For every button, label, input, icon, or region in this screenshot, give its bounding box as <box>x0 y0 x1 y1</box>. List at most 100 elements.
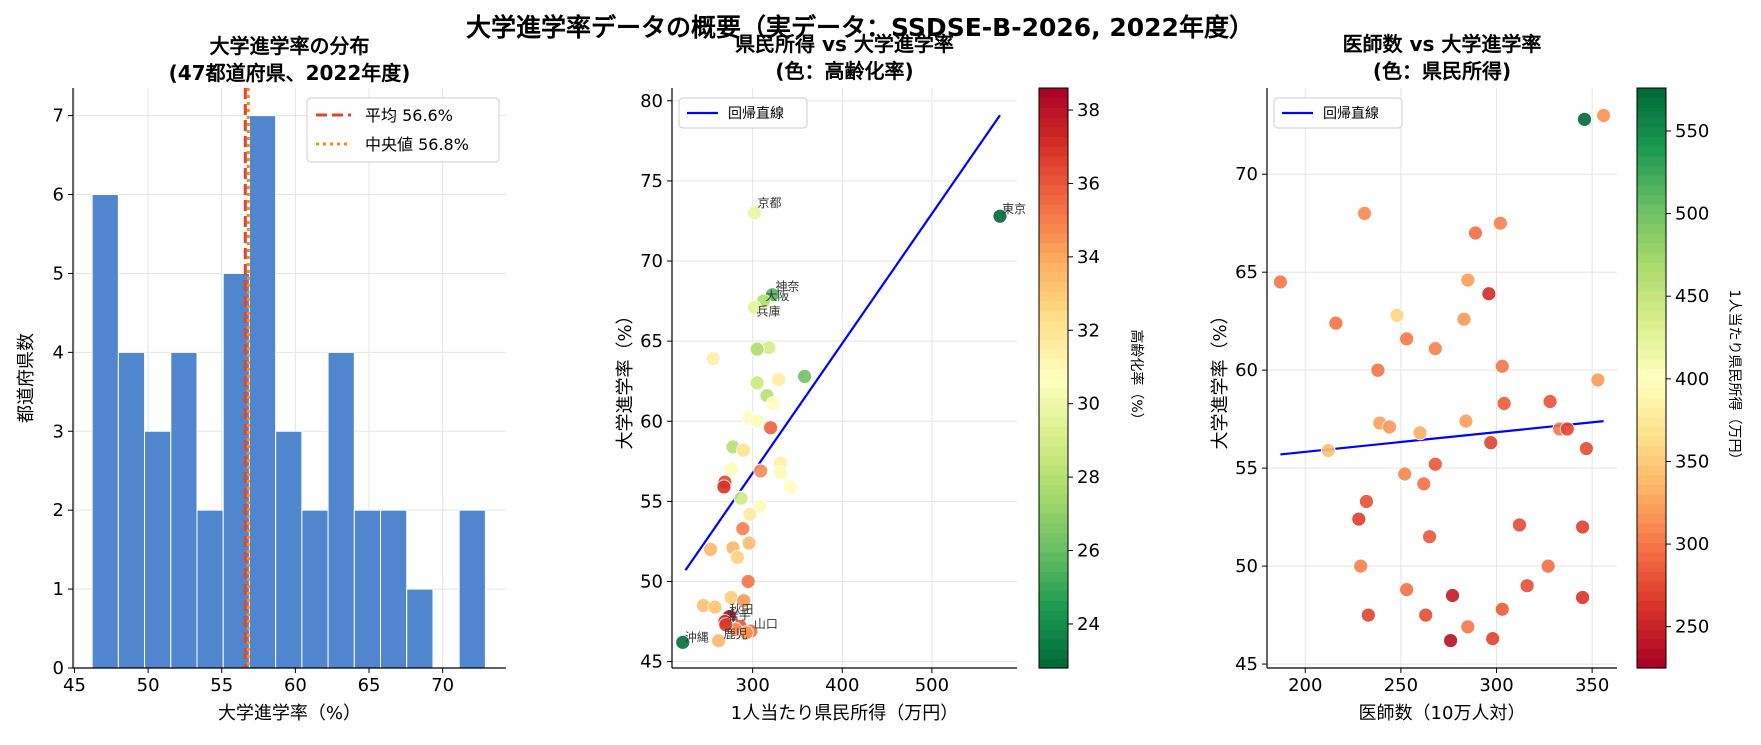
y-tick-label: 50 <box>1235 556 1258 577</box>
colorbar-segment <box>1637 571 1666 582</box>
scatter-point <box>1460 272 1476 288</box>
scatter-point <box>1443 633 1459 648</box>
y-tick-label: 45 <box>640 652 663 673</box>
scatter-point <box>763 420 778 436</box>
colorbar-segment <box>1039 368 1068 379</box>
histogram-bar <box>327 351 355 669</box>
colorbar-segment <box>1039 117 1068 128</box>
colorbar-segment <box>1637 136 1666 147</box>
colorbar-segment <box>1637 629 1666 640</box>
scatter-point <box>1427 341 1443 357</box>
scatter-point <box>1578 441 1594 456</box>
colorbar: 250 300 350 400 450 500 550 1人当たり県民所得（万円） <box>1636 87 1743 669</box>
figure-suptitle: 大学進学率データの概要（実データ：SSDSE-B-2026, 2022年度） <box>466 13 1254 42</box>
histogram-bar <box>301 509 329 669</box>
panel-title-line: 医師数 vs 大学進学率 <box>1343 32 1542 56</box>
colorbar-segment <box>1039 320 1068 331</box>
histogram-bar <box>196 509 224 669</box>
colorbar-segment <box>1637 339 1666 350</box>
colorbar-tick-label: 500 <box>1675 204 1709 225</box>
colorbar-segment <box>1039 532 1068 543</box>
colorbar-tick-label: 450 <box>1675 286 1709 307</box>
scatter-point <box>736 442 752 458</box>
y-tick-label: 80 <box>640 91 663 112</box>
histogram-bar <box>144 430 172 669</box>
colorbar-segment <box>1637 407 1666 418</box>
colorbar-segment <box>1039 329 1068 340</box>
scatter-point <box>1575 590 1590 605</box>
colorbar-segment <box>1039 184 1068 195</box>
colorbar-segment <box>1637 271 1666 282</box>
scatter-point <box>738 625 754 641</box>
colorbar-segment <box>1039 619 1068 630</box>
legend-frame <box>678 97 808 129</box>
scatter-point <box>1399 582 1415 598</box>
colorbar-tick-label: 400 <box>1675 369 1709 390</box>
colorbar-segment <box>1637 233 1666 244</box>
colorbar-segment <box>1039 358 1068 369</box>
point-label: 京都 <box>757 196 781 210</box>
x-tick-label: 55 <box>210 675 233 696</box>
scatter-point <box>747 300 762 315</box>
regression-legend: 回帰直線 <box>1273 97 1403 129</box>
colorbar-segment <box>1039 639 1068 650</box>
colorbar-segment <box>1039 281 1068 292</box>
colorbar-segment <box>1637 648 1666 659</box>
x-tick-label: 400 <box>825 675 859 696</box>
scatter-point <box>1483 435 1499 451</box>
colorbar-tick-label: 36 <box>1077 173 1100 194</box>
colorbar-frame <box>1038 87 1069 669</box>
x-tick-label: 250 <box>1384 675 1418 696</box>
point-label: 鹿児 <box>724 626 748 641</box>
histogram-bar <box>458 509 486 669</box>
colorbar-segment <box>1039 571 1068 582</box>
x-tick-label: 300 <box>1479 675 1513 696</box>
scatter-point <box>1460 619 1476 635</box>
legend-mean-label: 平均 56.6% <box>365 106 453 125</box>
scatter-point <box>765 396 781 412</box>
panel-title-line: 大学進学率の分布 <box>210 34 370 58</box>
scatter-point <box>771 372 787 388</box>
point-label: 兵庫 <box>756 305 780 319</box>
colorbar-tick-label: 24 <box>1077 614 1100 635</box>
colorbar-segment <box>1039 484 1068 495</box>
scatter-point <box>718 617 734 633</box>
histogram-bar <box>117 351 146 669</box>
scatter-point <box>742 506 758 522</box>
x-axis-label: 医師数（10万人対） <box>1359 703 1526 724</box>
colorbar-segment <box>1039 233 1068 244</box>
y-tick-label: 60 <box>1235 360 1258 381</box>
colorbar-segment <box>1637 397 1666 408</box>
scatter-point <box>752 498 768 514</box>
colorbar-segment <box>1637 561 1666 572</box>
scatter-point <box>773 465 788 480</box>
point-label: 岩手 <box>727 608 751 623</box>
y-axis-label: 大学進学率（%） <box>615 306 636 449</box>
colorbar-segment <box>1637 184 1666 195</box>
colorbar-segment <box>1039 445 1068 456</box>
scatter-point <box>747 205 762 221</box>
point-label: 東京 <box>1002 202 1026 216</box>
scatter-point <box>1596 108 1612 123</box>
colorbar-segment <box>1039 378 1068 389</box>
colorbar-tick-label: 34 <box>1077 247 1100 268</box>
scatter-point <box>741 535 757 551</box>
colorbar-segment <box>1039 310 1068 321</box>
regression-legend: 回帰直線 <box>678 97 808 129</box>
scatter-point <box>730 550 745 565</box>
colorbar-segment <box>1039 242 1068 253</box>
x-tick-label: 65 <box>358 675 381 696</box>
colorbar-segment <box>1637 610 1666 621</box>
colorbar-segment <box>1637 165 1666 176</box>
panel-title-line: (47都道府県、2022年度) <box>169 61 411 85</box>
colorbar-segment <box>1637 281 1666 292</box>
y-tick-label: 70 <box>1235 164 1258 185</box>
y-tick-label: 4 <box>53 342 64 363</box>
colorbar-segment <box>1637 252 1666 263</box>
scatter-point <box>716 479 732 495</box>
colorbar-segment <box>1637 542 1666 553</box>
colorbar-segment <box>1039 252 1068 263</box>
scatter-point <box>1590 372 1606 388</box>
colorbar-segment <box>1039 291 1068 302</box>
histogram-bar <box>170 351 198 669</box>
